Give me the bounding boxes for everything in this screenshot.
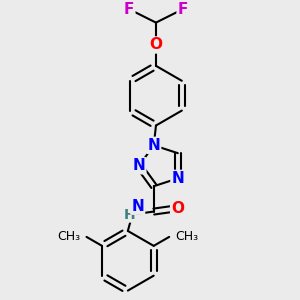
Text: N: N — [171, 171, 184, 186]
Text: F: F — [178, 2, 188, 17]
Text: CH₃: CH₃ — [176, 230, 199, 243]
Text: O: O — [171, 201, 184, 216]
Text: N: N — [131, 199, 144, 214]
Text: H: H — [124, 208, 135, 221]
Text: N: N — [133, 158, 145, 173]
Text: N: N — [147, 138, 160, 153]
Text: F: F — [124, 2, 134, 17]
Text: CH₃: CH₃ — [57, 230, 80, 243]
Text: O: O — [149, 38, 163, 52]
